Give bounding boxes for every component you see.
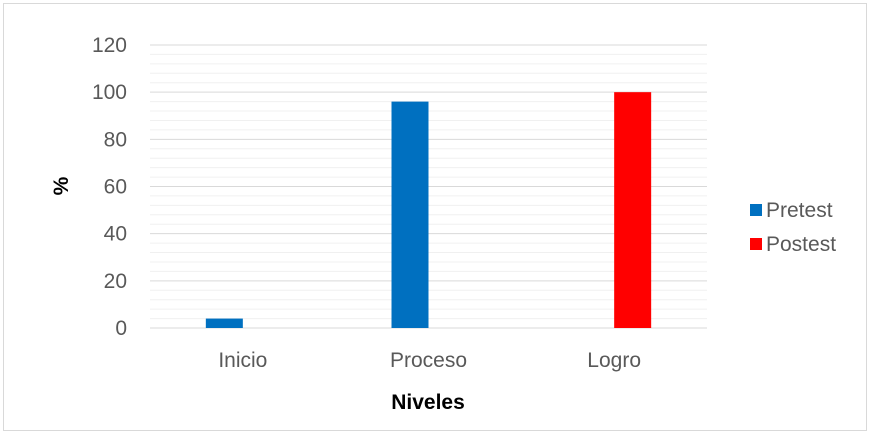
x-axis-title: Niveles — [391, 391, 465, 414]
legend-swatch — [750, 238, 762, 250]
legend: Pretest Postest — [750, 199, 836, 256]
y-tick-label: 0 — [115, 317, 127, 340]
chart-frame — [3, 3, 867, 431]
y-tick-label: 100 — [92, 81, 127, 104]
y-tick-labels: 0 20 40 60 80 100 120 — [92, 34, 127, 340]
y-tick-label: 120 — [92, 34, 127, 57]
y-tick-label: 80 — [104, 128, 127, 151]
bar-postest-logro — [614, 92, 652, 329]
x-tick-label: Inicio — [218, 349, 267, 372]
bars — [205, 92, 652, 329]
bar-pretest-proceso — [391, 101, 429, 328]
x-tick-labels: Inicio Proceso Logro — [218, 349, 641, 372]
legend-label: Pretest — [766, 199, 833, 222]
bar-pretest-inicio — [205, 318, 243, 328]
legend-swatch — [750, 204, 762, 216]
legend-label: Postest — [766, 233, 836, 256]
x-tick-label: Logro — [587, 349, 641, 372]
y-axis-title: % — [50, 176, 73, 195]
x-tick-label: Proceso — [390, 349, 467, 372]
y-tick-label: 20 — [104, 270, 127, 293]
y-tick-label: 40 — [104, 223, 127, 246]
y-tick-label: 60 — [104, 176, 127, 199]
